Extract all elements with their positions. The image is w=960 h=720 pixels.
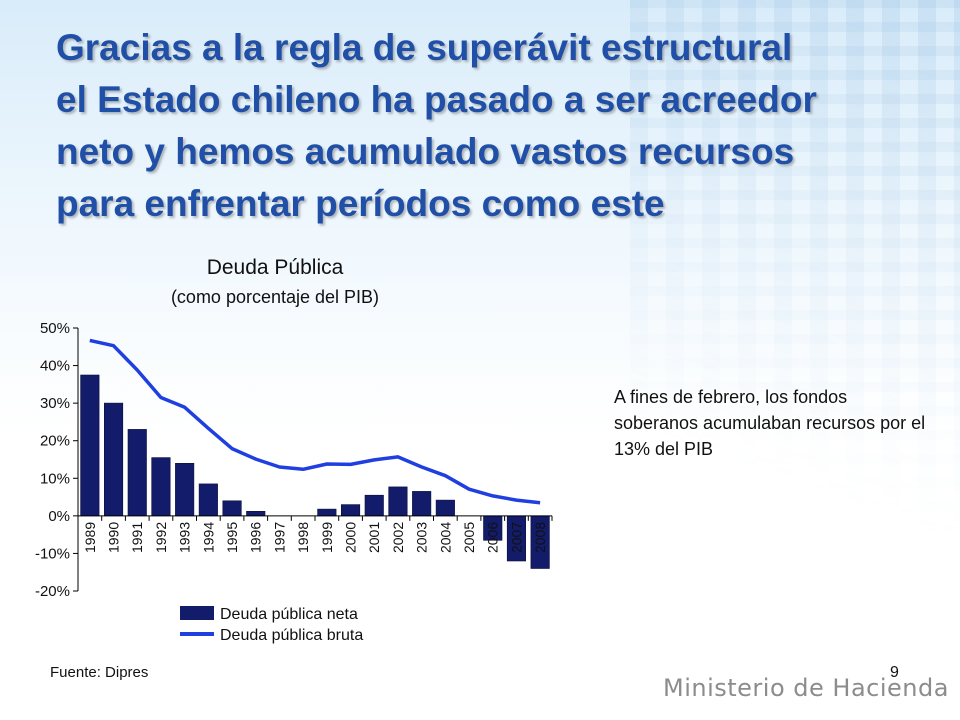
bar-net-debt-2000: [340, 504, 361, 517]
bar-net-debt-1995: [222, 500, 242, 517]
bar-net-debt-1992: [151, 457, 171, 517]
x-tick-label: 2003: [414, 522, 430, 553]
bar-net-debt-2004: [435, 499, 455, 517]
bar-net-debt-1993: [175, 462, 195, 517]
ministry-logo-text: Ministerio de Hacienda: [663, 674, 949, 702]
legend-label-net-debt: Deuda pública neta: [220, 606, 358, 623]
net-debt-bars: [80, 374, 550, 569]
x-tick-label: 2000: [343, 522, 359, 553]
x-tick-label: 2008: [532, 522, 548, 553]
sovereign-funds-note: A fines de febrero, los fondos soberanos…: [614, 387, 926, 459]
bar-net-debt-1996: [246, 510, 266, 517]
x-tick-label: 1992: [153, 522, 169, 553]
y-tick-label: 20%: [40, 433, 70, 450]
slide-title-line: para enfrentar períodos como este: [56, 183, 665, 224]
x-tick-label: 2005: [461, 522, 477, 553]
bar-net-debt-2002: [388, 486, 408, 517]
y-tick-label: 0%: [48, 508, 70, 525]
x-tick-label: 2004: [437, 522, 453, 553]
bar-net-debt-1990: [104, 402, 124, 517]
x-tick-label: 1999: [319, 522, 335, 553]
x-tick-label: 1994: [200, 522, 216, 553]
y-tick-label: -20%: [35, 583, 70, 600]
bar-net-debt-1989: [80, 374, 100, 517]
bar-net-debt-1994: [198, 483, 218, 517]
page-number: 9: [890, 664, 899, 681]
slide-title-line: Gracias a la regla de superávit estructu…: [56, 27, 793, 68]
slide-title-line: neto y hemos acumulado vastos recursos: [56, 131, 795, 172]
x-tick-label: 1998: [295, 522, 311, 553]
source-text: Fuente: Dipres: [50, 664, 149, 681]
x-tick-label: 1996: [248, 522, 264, 553]
x-tick-label: 1997: [271, 522, 287, 553]
x-tick-label: 2001: [366, 522, 382, 553]
y-tick-label: -10%: [35, 545, 70, 562]
chart-legend: Deuda pública neta Deuda pública bruta: [180, 606, 363, 644]
x-tick-label: 1990: [106, 522, 122, 553]
bar-net-debt-2003: [412, 491, 432, 517]
y-tick-label: 40%: [40, 358, 70, 375]
x-tick-label: 2007: [508, 522, 524, 553]
background-building: [630, 0, 960, 560]
slide-title-line: el Estado chileno ha pasado a ser acreed…: [56, 79, 817, 120]
legend-label-gross-debt: Deuda pública bruta: [220, 627, 363, 644]
x-tick-label: 1991: [129, 522, 145, 553]
legend-swatch-net-debt: [180, 606, 214, 620]
x-tick-label: 1995: [224, 522, 240, 553]
bar-net-debt-1991: [127, 429, 147, 517]
bar-net-debt-1999: [317, 508, 337, 517]
gross-debt-line-group: [89, 338, 541, 505]
slide-title: Gracias a la regla de superávit estructu…: [56, 22, 896, 230]
x-tick-label: 1993: [177, 522, 193, 553]
x-tick-label: 2006: [485, 522, 501, 553]
chart-title: Deuda Pública: [206, 256, 344, 279]
chart-subtitle: (como porcentaje del PIB): [170, 287, 380, 307]
y-tick-label: 50%: [40, 320, 70, 337]
x-tick-label: 2002: [390, 522, 406, 553]
bar-net-debt-2001: [364, 494, 384, 517]
y-tick-label: 10%: [40, 470, 70, 487]
x-tick-label: 1989: [82, 522, 98, 553]
y-tick-label: 30%: [40, 395, 70, 412]
line-gross-debt: [89, 338, 541, 505]
chart-axes: -20% -10% 0% 10% 20% 30% 40% 50%: [35, 320, 553, 600]
x-axis-labels: 1989 1990 1991 1992 1993 1994 1995 1996 1997 1998…: [82, 522, 548, 553]
